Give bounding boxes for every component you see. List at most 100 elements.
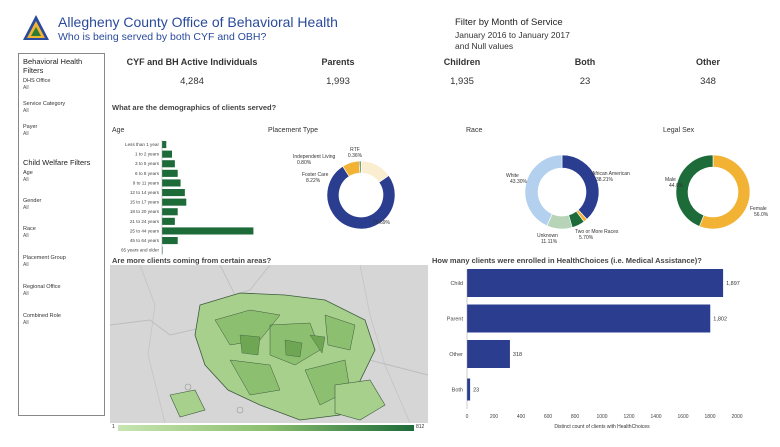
age-bar[interactable] (162, 169, 178, 177)
donut-slice-pct: 5.70% (579, 235, 594, 241)
healthchoices-bar-chart: Child 1,897 Parent 1,802 Other 318 Both 23 0 200 4… (447, 269, 743, 430)
donut-slice-pct: 56.0% (754, 212, 769, 218)
age-chart-title: Age (112, 127, 125, 134)
filter-value: All (23, 233, 29, 239)
metric-value-both: 23 (579, 76, 591, 87)
age-tick-label: 45 to 64 years (130, 238, 160, 243)
donut-slice[interactable] (524, 154, 563, 227)
hc-bar[interactable] (467, 378, 471, 401)
hc-x-tick: 1800 (704, 414, 715, 420)
hc-value-label: 318 (513, 352, 522, 358)
donut-slice-pct: 8.22% (306, 178, 321, 184)
hc-x-tick: 1000 (596, 414, 607, 420)
hc-bar[interactable] (467, 269, 724, 297)
donut-slice-pct: 43.30% (510, 179, 528, 185)
metric-value-children: 1,935 (450, 76, 474, 87)
donut-slice-pct: 44.0% (669, 183, 684, 189)
donut-slice-label: Male (665, 177, 676, 183)
county-logo-icon (23, 15, 49, 40)
filter-label: Placement Group (23, 255, 66, 261)
filter-sidebar: Behavioral Health Filters DHS Office All… (18, 53, 105, 416)
age-bar[interactable] (162, 189, 185, 197)
filter-value: All (23, 108, 29, 114)
hc-category-label: Both (452, 388, 463, 394)
filter-value: All (23, 85, 29, 91)
filter-label: Regional Office (23, 284, 61, 290)
filter-value: All (23, 262, 29, 268)
filter-label: Race (23, 226, 36, 232)
age-bar[interactable] (162, 217, 175, 225)
legal-sex-chart-title: Legal Sex (663, 127, 695, 134)
age-bar[interactable] (162, 227, 254, 235)
filter-label: Age (23, 170, 33, 176)
filter-value: All (23, 177, 29, 183)
age-tick-label: 1 to 2 years (135, 152, 160, 157)
filter-label: Service Category (23, 101, 66, 107)
hc-x-tick: 600 (544, 414, 553, 420)
hc-value-label: 1,802 (713, 317, 727, 323)
age-bar[interactable] (162, 141, 167, 149)
hc-value-label: 23 (473, 388, 479, 394)
age-tick-label: 6 to 8 years (135, 171, 160, 176)
metric-value-parents: 1,993 (326, 76, 350, 87)
donut-slice[interactable] (358, 160, 362, 174)
donut-slice-label: RTF (350, 147, 360, 153)
metric-label-active: CYF and BH Active Individuals (126, 57, 258, 67)
hc-value-label: 1,897 (726, 281, 740, 287)
filter-label: DHS Office (23, 78, 51, 84)
race-chart-title: Race (466, 127, 483, 134)
age-bar[interactable] (162, 179, 181, 187)
donut-slice-label: White (506, 173, 519, 179)
age-tick-label: 9 to 11 years (133, 180, 160, 185)
filter-value: All (23, 205, 29, 211)
hc-category-label: Other (449, 352, 463, 358)
metric-value-active: 4,284 (180, 76, 204, 87)
donut-slice-label: Foster Care (302, 172, 329, 178)
age-bar[interactable] (162, 237, 178, 245)
cw-filters-heading: Child Welfare Filters (23, 158, 91, 167)
age-bar-chart: Less than 1 year 1 to 2 years 3 to 5 years… (121, 140, 254, 256)
filter-value: All (23, 131, 29, 137)
filter-value: All (23, 291, 29, 297)
donut-slice-label: Unknown (537, 233, 558, 239)
age-tick-label: 25 to 44 years (130, 228, 160, 233)
donut-slice-pct: 0.80% (297, 160, 312, 166)
hc-x-axis-title: Distinct count of clients with HealthCho… (554, 424, 650, 430)
hc-x-tick: 1200 (623, 414, 634, 420)
hc-category-label: Child (450, 281, 463, 287)
month-filter-range[interactable]: January 2016 to January 2017 (455, 30, 570, 40)
hc-x-tick: 800 (571, 414, 580, 420)
age-bar[interactable] (162, 160, 175, 168)
filter-label: Payer (23, 124, 38, 130)
filter-label: Gender (23, 198, 42, 204)
donut-slice-pct: 0.36% (348, 153, 363, 159)
age-bar[interactable] (162, 198, 187, 206)
county-map[interactable] (110, 265, 428, 423)
page-title: Allegheny County Office of Behavioral He… (58, 14, 338, 30)
donut-slice[interactable] (326, 165, 396, 230)
hc-bar[interactable] (467, 304, 711, 333)
donut-slice-label: Independent Living (293, 154, 335, 160)
metric-label-both: Both (574, 57, 596, 67)
age-tick-label: 12 to 14 years (130, 190, 160, 195)
age-tick-label: Less than 1 year (125, 142, 159, 147)
filter-label: Combined Role (23, 313, 61, 319)
map-legend-gradient (118, 425, 414, 431)
hc-x-tick: 0 (466, 414, 469, 420)
age-bar[interactable] (162, 246, 163, 254)
age-tick-label: 3 to 5 years (135, 161, 160, 166)
hc-bar[interactable] (467, 340, 510, 368)
donut-slice-label: Two or More Races (575, 229, 619, 235)
bh-filters-heading: Behavioral Health Filters (23, 57, 83, 76)
map-svg (110, 265, 428, 423)
donut-slice-pct: 75.69% (373, 220, 391, 226)
donut-slice[interactable] (675, 154, 714, 227)
map-legend-max: 812 (416, 424, 425, 430)
metric-label-other: Other (695, 57, 720, 67)
hc-x-tick: 1600 (677, 414, 688, 420)
age-bar[interactable] (162, 150, 172, 158)
age-bar[interactable] (162, 208, 178, 216)
healthchoices-question: How many clients were enrolled in Health… (432, 256, 702, 265)
